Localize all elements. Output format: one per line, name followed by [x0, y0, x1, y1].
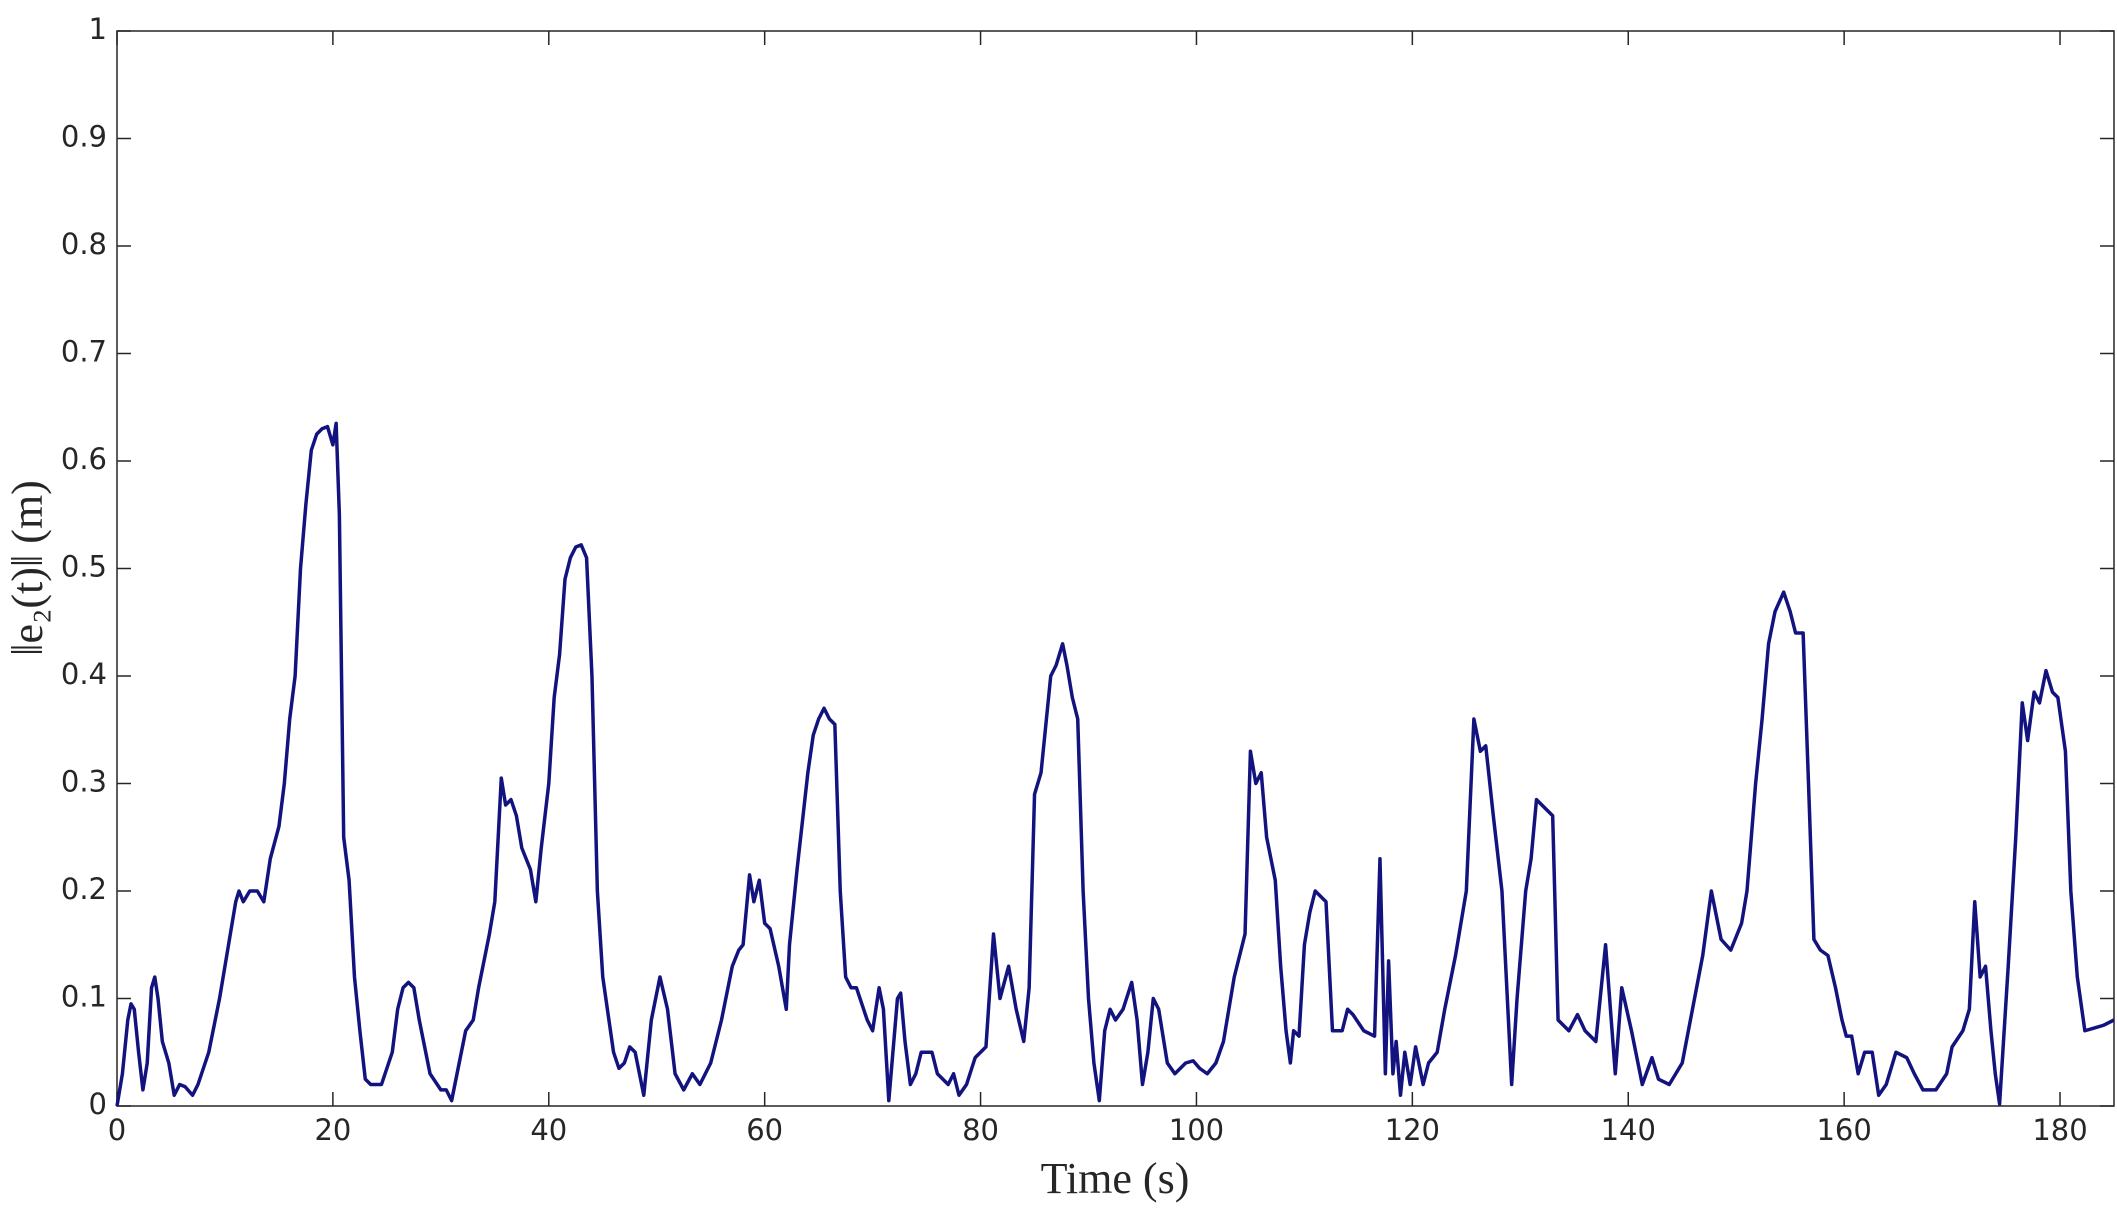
y-tick-label: 0.8: [61, 227, 107, 261]
y-tick-label: 0.6: [61, 442, 107, 476]
y-tick-label: 0.9: [61, 120, 107, 154]
x-tick-label: 180: [2032, 1113, 2087, 1147]
y-axis-label: ‖e₂(t)‖ (m): [3, 480, 52, 656]
y-tick-label: 0.5: [61, 550, 107, 584]
x-tick-label: 100: [1169, 1113, 1224, 1147]
x-tick-label: 20: [314, 1113, 351, 1147]
x-tick-label: 120: [1385, 1113, 1440, 1147]
plot-frame: [116, 30, 2115, 1107]
y-tick-label: 0.2: [61, 872, 107, 906]
y-tick-label: 1: [89, 12, 107, 46]
x-tick-label: 160: [1816, 1113, 1871, 1147]
x-tick-label: 80: [962, 1113, 999, 1147]
y-tick-label: 0.4: [61, 657, 107, 691]
x-tick-label: 60: [746, 1113, 783, 1147]
y-tick-label: 0: [89, 1087, 107, 1121]
x-axis-label: Time (s): [1041, 1154, 1190, 1203]
x-tick-label: 140: [1601, 1113, 1656, 1147]
y-tick-label: 0.7: [61, 335, 107, 369]
y-tick-label: 0.1: [61, 980, 107, 1014]
x-tick-label: 40: [530, 1113, 567, 1147]
y-tick-label: 0.3: [61, 765, 107, 799]
x-tick-label: 0: [108, 1113, 126, 1147]
data-line: [115, 421, 2115, 1107]
